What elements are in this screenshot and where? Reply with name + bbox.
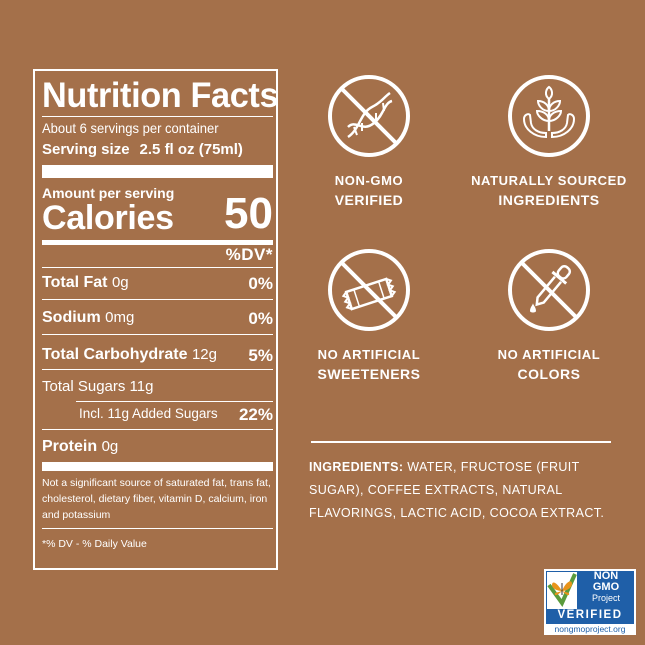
calories-value: 50 [224,189,273,238]
badge-line1: NO ARTIFICIAL [497,347,601,362]
nutrient-row-added-sugars: Incl. 11g Added Sugars 22% [42,405,273,424]
badge-naturally-sourced: NATURALLY SOURCED INGREDIENTS [465,73,633,208]
badge-no-artificial-sweeteners: NO ARTIFICIAL SWEETENERS [285,247,453,382]
nutrient-row-protein: Protein 0g [42,438,273,456]
ngmo-verified: VERIFIED [557,609,623,621]
nutrient-row-total-sugars: Total Sugars 11g [42,378,273,396]
nutrient-amount: 12g [191,346,217,363]
nutrient-name: Protein [42,438,98,455]
badge-line2: VERIFIED [334,192,404,208]
plant-in-hands-icon [508,75,590,157]
nutrient-name: Sodium [42,309,101,326]
nutrient-dv: 5% [248,346,273,365]
serving-size-value: 2.5 fl oz (75ml) [139,141,243,158]
no-dna-icon [328,75,410,157]
nutrient-row-total-carbohydrate: Total Carbohydrate 12g 5% [42,346,273,365]
ingredients-label: INGREDIENTS: [309,460,404,474]
footnote: Not a significant source of saturated fa… [42,477,271,521]
non-gmo-butterfly-icon [544,569,636,635]
section-divider [311,441,611,443]
dv-header: %DV* [225,245,273,264]
nutrition-facts-title: Nutrition Facts [42,76,279,115]
ngmo-line2: GMO [592,581,620,593]
badge-line2: SWEETENERS [317,366,421,382]
nutrient-dv: 22% [238,405,273,424]
divider [42,116,273,117]
divider [42,429,273,430]
nutrient-name: Total Sugars 11g [42,378,154,395]
serving-size: Serving size 2.5 fl oz (75ml) [42,141,243,158]
servings-per-container: About 6 servings per container [42,120,219,136]
divider [42,267,273,268]
nutrient-amount: 0g [111,274,129,291]
badge-no-artificial-colors: NO ARTIFICIAL COLORS [465,247,633,382]
ingredients-text: INGREDIENTS: WATER, FRUCTOSE (FRUIT SUGA… [309,456,629,525]
daily-value-note: *% DV - % Daily Value [42,538,147,550]
badge-line2: COLORS [517,366,581,382]
nutrient-name: Total Carbohydrate [42,346,188,363]
badge-line1: NATURALLY SOURCED [471,173,627,188]
no-dropper-icon [508,249,590,331]
amount-per-serving: Amount per serving [42,185,175,201]
non-gmo-project-logo: NON GMO Project VERIFIED nongmoproject.o… [544,569,636,635]
nutrient-dv: 0% [248,309,273,328]
serving-size-label: Serving size [42,141,130,158]
nutrient-name: Total Fat [42,274,108,291]
divider [42,299,273,300]
calories-label: Calories [42,199,174,237]
thick-divider [42,165,273,178]
nutrition-facts-panel: Nutrition Facts About 6 servings per con… [33,69,279,570]
divider [42,528,273,529]
nutrient-row-total-fat: Total Fat 0g 0% [42,274,273,293]
badge-non-gmo: NON-GMO VERIFIED [285,73,453,208]
ngmo-line1: NON [593,570,619,582]
ingredients-list: WATER, FRUCTOSE (FRUIT SUGAR), COFFEE EX… [309,460,605,520]
ngmo-line3: Project [591,593,620,603]
nutrient-name: Incl. 11g Added Sugars [79,406,218,421]
nutrient-amount: 0mg [105,309,135,326]
nutrient-dv: 0% [248,274,273,293]
badge-line1: NO ARTIFICIAL [317,347,421,362]
ngmo-text: NON GMO Project [580,570,632,604]
nutrient-row-sodium: Sodium 0mg 0% [42,309,273,328]
medium-divider [42,240,273,245]
badge-line2: INGREDIENTS [498,192,600,208]
ngmo-url: nongmoproject.org [554,624,626,634]
divider [76,401,273,402]
no-sweetener-packet-icon [328,249,410,331]
thick-divider [42,462,273,471]
divider [42,334,273,335]
badge-line1: NON-GMO [334,173,404,188]
divider [42,369,273,370]
nutrient-amount: 0g [101,438,119,455]
